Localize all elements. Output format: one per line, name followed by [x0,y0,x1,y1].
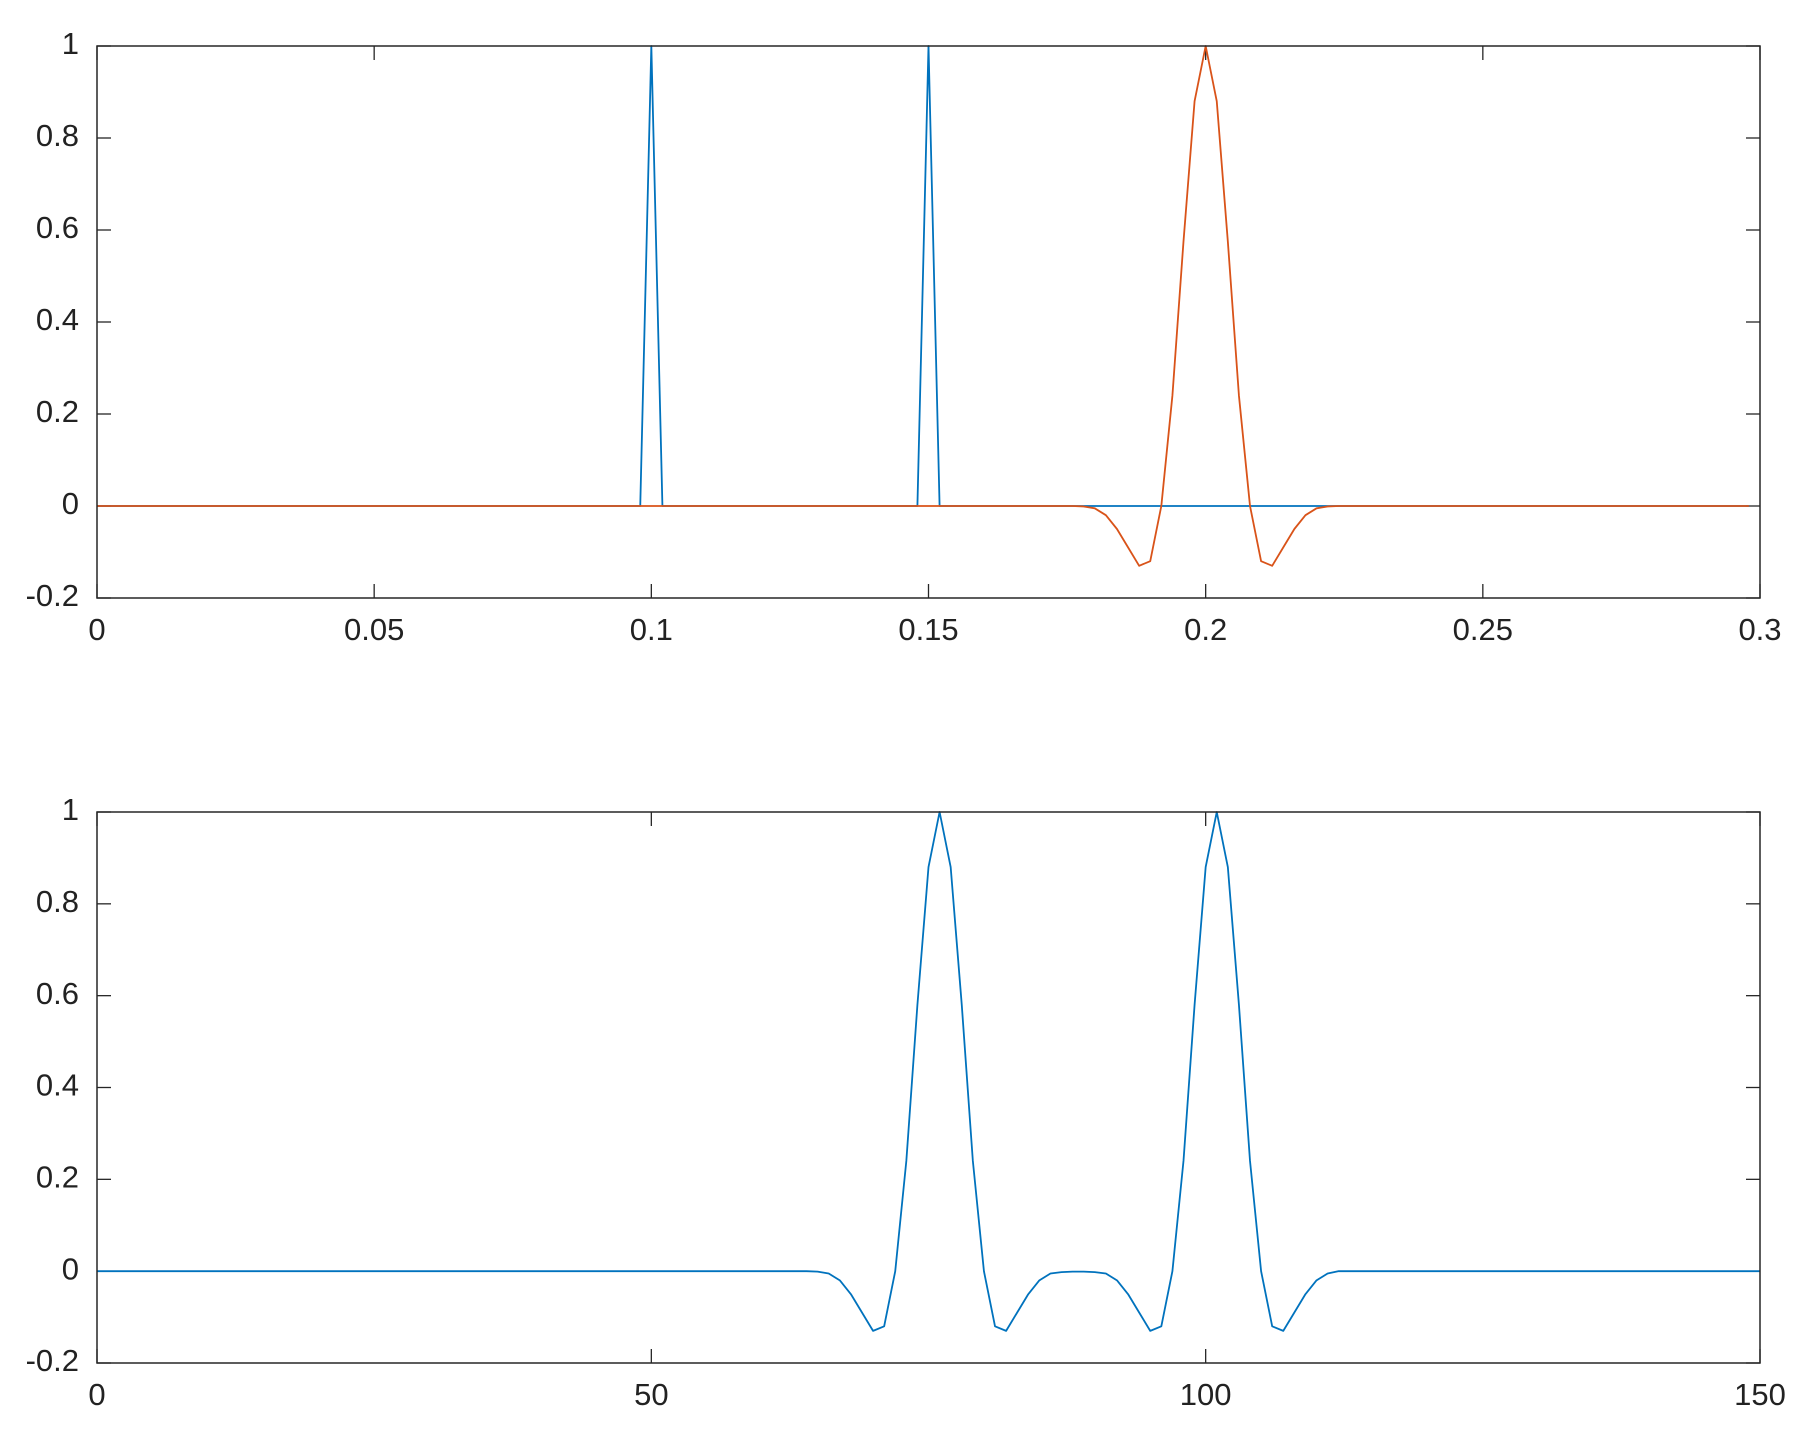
y-tick-label: 0.4 [36,302,79,337]
y-tick-label: 0.8 [36,884,79,919]
x-tick-label: 0.25 [1453,612,1513,647]
y-tick-label: 0.8 [36,118,79,153]
y-tick-label: -0.2 [26,1343,79,1378]
x-tick-label: 0.15 [898,612,958,647]
data-line [97,45,1749,507]
y-tick-label: 0 [62,1251,79,1286]
axes-box [96,811,1761,1364]
x-tick-label: 100 [1180,1377,1232,1412]
y-tick-label: 0.4 [36,1068,79,1103]
y-tick-label: 0.6 [36,210,79,245]
x-tick-label: 0.1 [630,612,673,647]
y-tick-label: 1 [62,26,79,61]
x-tick-label: 0 [88,612,105,647]
data-line [97,811,1760,1332]
y-tick-label: 0.6 [36,976,79,1011]
axes-box [96,45,1761,599]
y-tick-label: 0.2 [36,1160,79,1195]
x-tick-label: 0.05 [344,612,404,647]
x-tick-label: 150 [1734,1377,1786,1412]
x-tick-label: 0.2 [1184,612,1227,647]
x-tick-label: 0.3 [1738,612,1781,647]
x-tick-label: 50 [634,1377,668,1412]
y-tick-label: 1 [62,792,79,827]
y-tick-label: 0.2 [36,394,79,429]
x-tick-label: 0 [88,1377,105,1412]
y-tick-label: 0 [62,486,79,521]
y-tick-label: -0.2 [26,578,79,613]
